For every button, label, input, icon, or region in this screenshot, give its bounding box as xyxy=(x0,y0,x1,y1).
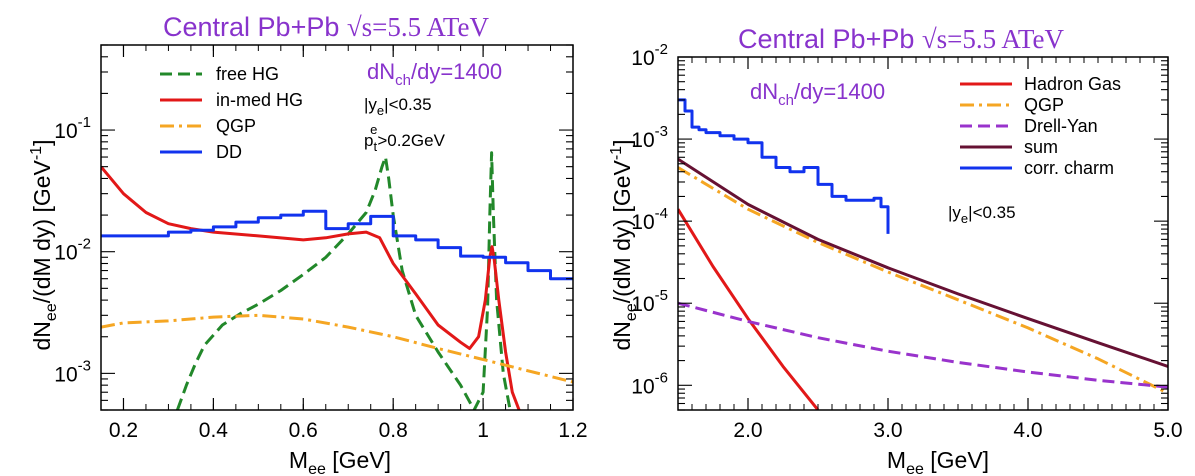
legend-label: free HG xyxy=(216,64,279,84)
y-tick-label: 10-3 xyxy=(631,123,668,152)
left-rapidity-cut: |ye|<0.35 xyxy=(364,95,432,118)
right-chart-title: Central Pb+Pb √s=5.5 ATeV xyxy=(738,24,1065,54)
right-dnch-annotation: dNch/dy=1400 xyxy=(750,79,885,109)
series-line-qgp xyxy=(101,313,573,384)
legend-label: QGP xyxy=(216,116,256,136)
x-tick-label: 1 xyxy=(477,419,489,442)
y-tick-label: 10-4 xyxy=(631,205,668,234)
series-line-in-med-hg xyxy=(101,165,521,410)
right-rapidity-cut: |ye|<0.35 xyxy=(948,203,1016,226)
y-tick-label: 10-2 xyxy=(54,236,91,265)
series-line-dd xyxy=(101,209,573,281)
x-tick-label: 3.0 xyxy=(873,419,902,442)
left-chart-title: Central Pb+Pb √s=5.5 ATeV xyxy=(163,12,490,42)
x-tick-label: 0.6 xyxy=(289,419,318,442)
legend-label: Hadron Gas xyxy=(1024,74,1121,94)
left-dnch-annotation: dNch/dy=1400 xyxy=(367,59,502,89)
left-chart-panel: Central Pb+Pb √s=5.5 ATeV 0.2 0.4 0.6 0.8 1 1… xyxy=(28,12,588,476)
series-line-sum xyxy=(678,157,1168,368)
series-line-corr-charm xyxy=(678,98,890,234)
x-tick-label: 1.2 xyxy=(558,419,587,442)
legend-label: Drell-Yan xyxy=(1024,116,1098,136)
legend-label: QGP xyxy=(1024,95,1064,115)
right-chart-panel: Central Pb+Pb √s=5.5 ATeV 2.0 3.0 4.0 5.0 10… xyxy=(608,24,1183,476)
series-line-qgp xyxy=(678,166,1168,395)
plot-frame xyxy=(677,56,1169,411)
legend-label: sum xyxy=(1024,137,1058,157)
y-tick-label: 10-2 xyxy=(631,41,668,70)
left-y-axis-label: dNee/(dM dy) [GeV-1] xyxy=(28,140,60,351)
x-tick-label: 0.4 xyxy=(199,419,229,442)
legend-label: in-med HG xyxy=(216,90,303,110)
x-tick-label: 0.8 xyxy=(379,419,408,442)
x-tick-label: 4.0 xyxy=(1013,419,1042,442)
right-y-axis-label: dNee/(dM dy) [GeV-1] xyxy=(608,140,640,351)
left-pt-cut: pte>0.2GeV xyxy=(364,122,446,154)
left-x-axis-label: Mee [GeV] xyxy=(289,447,391,476)
series-line-hadron-gas xyxy=(678,208,820,410)
plot-frame xyxy=(100,44,574,411)
y-tick-label: 10-5 xyxy=(631,287,668,316)
y-tick-label: 10-6 xyxy=(631,369,668,398)
y-tick-label: 10-3 xyxy=(54,357,91,386)
right-x-axis-label: Mee [GeV] xyxy=(887,447,989,476)
legend-label: DD xyxy=(216,142,242,162)
y-tick-label: 10-1 xyxy=(54,114,91,143)
x-tick-label: 2.0 xyxy=(733,419,762,442)
x-tick-label: 0.2 xyxy=(109,419,138,442)
legend-label: corr. charm xyxy=(1024,158,1114,178)
series-line-free-hg xyxy=(175,151,512,410)
series-line-drell-yan xyxy=(678,301,1168,389)
x-tick-label: 5.0 xyxy=(1153,419,1182,442)
